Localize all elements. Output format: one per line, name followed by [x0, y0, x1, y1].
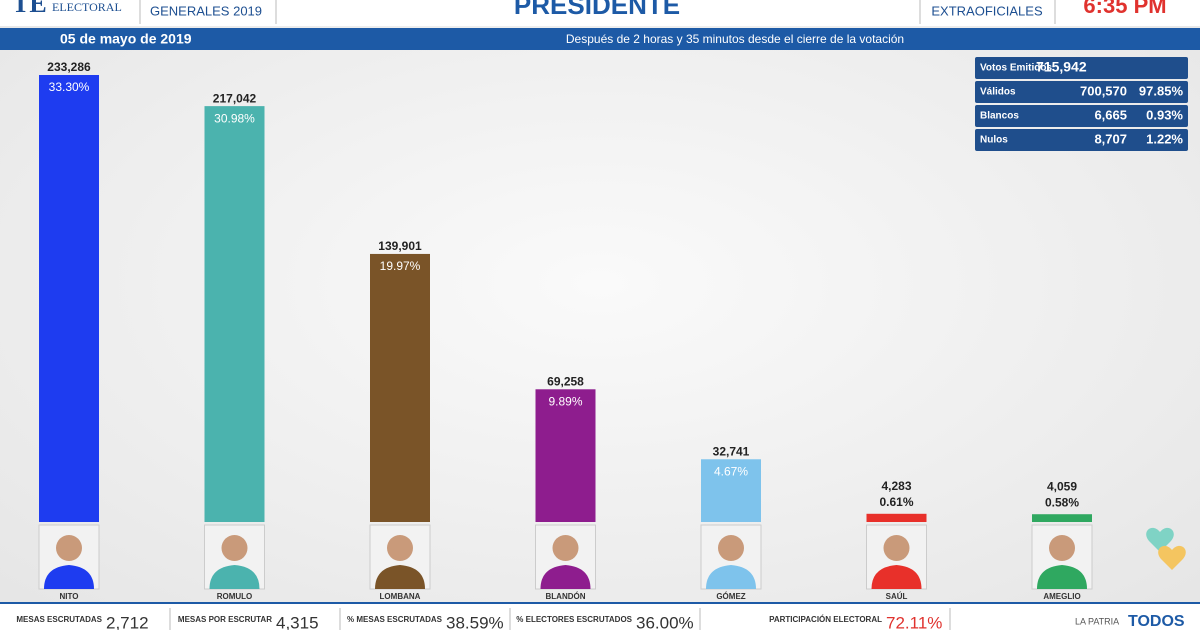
summary-percent: 0.93%: [1146, 107, 1183, 122]
footer-bar: [0, 603, 1200, 630]
percent-label: 30.98%: [214, 111, 255, 125]
summary-label: Válidos: [980, 87, 1016, 98]
value-label: 233,286: [47, 60, 91, 74]
footer-value: 2,712: [106, 613, 149, 630]
brand-right: TODOS: [1128, 613, 1185, 630]
summary-percent: 1.22%: [1146, 131, 1183, 146]
title: PRESIDENTE: [514, 0, 680, 20]
summary-label: Nulos: [980, 135, 1008, 146]
bar: [701, 459, 761, 522]
photo-body: [540, 565, 591, 589]
photo-body: [209, 565, 260, 589]
photo-body: [871, 565, 922, 589]
percent-label: 4.67%: [714, 464, 748, 478]
photo-head: [221, 535, 248, 561]
summary-row: [975, 105, 1188, 127]
footer-value: 4,315: [276, 613, 319, 630]
photo-head: [718, 535, 744, 561]
percent-label: 19.97%: [380, 259, 421, 273]
bar: [1032, 514, 1092, 522]
photo-body: [706, 565, 756, 589]
percent-label: 0.61%: [879, 495, 913, 509]
summary-votes: 6,665: [1094, 107, 1127, 122]
status: EXTRAOFICIALES: [931, 3, 1043, 18]
header-bar: [0, 0, 1200, 26]
bar: [866, 513, 927, 522]
photo-head: [883, 535, 910, 561]
photo-body: [44, 565, 94, 589]
footer-label: PARTICIPACIÓN ELECTORAL: [769, 615, 882, 624]
summary-row: [975, 81, 1188, 103]
footer-label: MESAS ESCRUTADAS: [16, 615, 102, 624]
summary-label: Blancos: [980, 111, 1019, 122]
election: GENERALES 2019: [150, 3, 262, 18]
summary-percent: 97.85%: [1139, 83, 1184, 98]
footer-label: % ELECTORES ESCRUTADOS: [516, 615, 632, 624]
value-label: 69,258: [547, 374, 584, 388]
photo-head: [56, 535, 82, 561]
percent-label: 33.30%: [49, 80, 90, 94]
photo-body: [375, 565, 425, 589]
footer-value: 72.11%: [886, 613, 942, 630]
category-label: LOMBANA: [380, 592, 421, 601]
logo: TE: [12, 0, 47, 18]
photo-head: [552, 535, 579, 561]
heart: [1146, 527, 1174, 552]
value-label: 217,042: [213, 91, 257, 105]
footer-value: 38.59%: [446, 613, 504, 630]
category-label: NITO: [60, 592, 79, 601]
category-label: AMEGLIO: [1043, 592, 1080, 601]
photo-head: [387, 535, 413, 561]
summary-row: [975, 129, 1188, 151]
date: 05 de mayo de 2019: [60, 31, 192, 47]
percent-label: 9.89%: [548, 394, 582, 408]
photo-head: [1049, 535, 1075, 561]
value-label: 4,059: [1047, 479, 1077, 493]
summary-votes: 715,942: [1036, 59, 1087, 75]
summary-votes: 700,570: [1080, 83, 1127, 98]
value-label: 32,741: [713, 444, 750, 458]
value-label: 139,901: [378, 239, 422, 253]
category-label: ROMULO: [217, 592, 253, 601]
footer-value: 36.00%: [636, 613, 694, 630]
summary-votes: 8,707: [1094, 131, 1127, 146]
category-label: GÓMEZ: [716, 592, 745, 601]
value-label: 4,283: [881, 479, 911, 493]
bar: [39, 75, 99, 522]
bar: [204, 106, 265, 522]
time: 6:35 PM: [1083, 0, 1166, 18]
logo-sub: ELECTORAL: [52, 0, 122, 14]
footer-label: % MESAS ESCRUTADAS: [347, 615, 443, 624]
summary-row: [975, 57, 1188, 79]
bar: [535, 389, 596, 522]
subheader-bar: [0, 28, 1200, 50]
heart: [1158, 545, 1186, 570]
brand-left: LA PATRIA: [1075, 616, 1119, 626]
category-label: BLANDÓN: [546, 592, 586, 601]
note: Después de 2 horas y 35 minutos desde el…: [566, 32, 904, 46]
photo-body: [1037, 565, 1087, 589]
percent-label: 0.58%: [1045, 495, 1079, 509]
bar: [370, 253, 430, 522]
category-label: SAÚL: [886, 592, 908, 601]
footer-label: MESAS POR ESCRUTAR: [178, 615, 272, 624]
summary-label: Votos Emitidos: [980, 63, 1052, 74]
